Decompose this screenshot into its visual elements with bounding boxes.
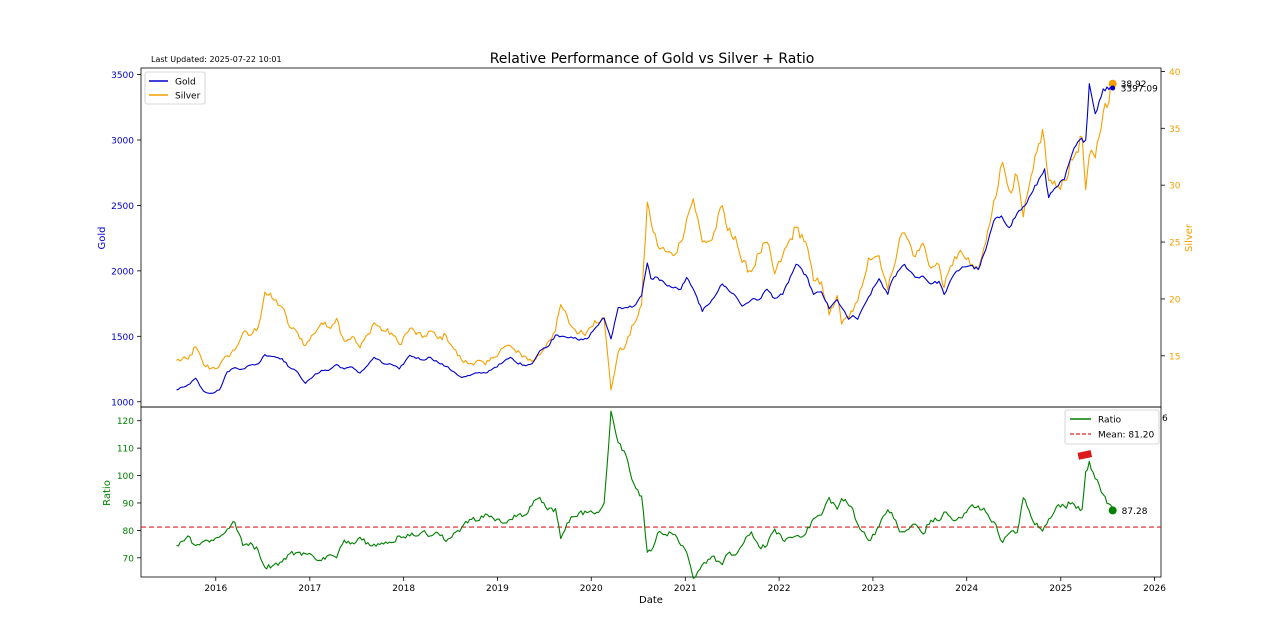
ratio-highlight-segment (1077, 450, 1093, 460)
price-series (176, 83, 1114, 394)
silver-axis-ticks: 15 20 25 30 35 40 (1161, 68, 1181, 362)
silver-tick-label: 20 (1169, 295, 1181, 305)
date-tick-label: 2024 (955, 584, 978, 594)
price-legend-box (144, 71, 206, 105)
ratio-tick-label: 80 (123, 527, 135, 537)
date-axis-label: Date (639, 595, 663, 606)
price-panel: 1000 1500 2000 2500 3000 3500 15 20 25 30 35 40 Go… (97, 67, 1195, 408)
silver-line (176, 83, 1113, 391)
ratio-tick-label: 100 (117, 472, 134, 482)
gold-tick-label: 2000 (111, 267, 134, 277)
silver-axis-label: Silver (1184, 223, 1195, 252)
date-tick-label: 2018 (392, 584, 415, 594)
chart-title: Relative Performance of Gold vs Silver +… (490, 51, 815, 67)
silver-tick-label: 30 (1169, 182, 1181, 192)
silver-tick-label: 35 (1169, 125, 1180, 135)
date-tick-label: 2025 (1049, 584, 1072, 594)
silver-end-label: 38.92 (1121, 80, 1147, 90)
date-tick-label: 2022 (768, 584, 791, 594)
ratio-legend: Ratio Mean: 81.20 (1064, 409, 1160, 445)
gold-tick-label: 3000 (111, 136, 134, 146)
price-legend: Gold Silver (144, 71, 206, 105)
date-tick-label: 2023 (861, 584, 884, 594)
ratio-panel-frame (140, 406, 1162, 578)
legend-ratio-label: Ratio (1098, 416, 1122, 426)
ratio-end-markers: 87.28 (1108, 506, 1148, 517)
silver-tick-label: 15 (1169, 352, 1180, 362)
date-tick-label: 2026 (1143, 584, 1166, 594)
legend-gold-label: Gold (175, 78, 196, 88)
date-tick-label: 2016 (204, 584, 227, 594)
ratio-tick-label: 90 (123, 499, 135, 509)
ratio-series (176, 410, 1114, 579)
gold-line (176, 83, 1114, 394)
ratio-axis-label: Ratio (102, 480, 113, 506)
gold-tick-label: 2500 (111, 202, 134, 212)
gold-tick-label: 3500 (111, 71, 134, 81)
gold-end-label: 3397.09 (1121, 85, 1158, 95)
price-panel-frame (140, 67, 1162, 408)
ratio-line (176, 410, 1114, 579)
silver-end-dot (1108, 79, 1117, 88)
last-updated-label: Last Updated: 2025-07-22 10:01 (151, 55, 282, 64)
ratio-tick-label: 110 (117, 445, 134, 455)
gold-tick-label: 1500 (111, 333, 134, 343)
ratio-end-dot (1108, 506, 1117, 515)
ratio-end-label: 87.28 (1122, 507, 1148, 517)
clipped-annotation: 6 (1162, 414, 1168, 424)
date-tick-label: 2019 (486, 584, 509, 594)
date-axis-ticks: 2016 2017 2018 2019 2020 2021 2022 2023 2024 2025… (204, 577, 1166, 594)
gold-axis-ticks: 1000 1500 2000 2500 3000 3500 (111, 71, 141, 408)
ratio-tick-label: 120 (117, 417, 134, 427)
date-tick-label: 2017 (298, 584, 321, 594)
silver-tick-label: 40 (1169, 68, 1181, 78)
date-tick-label: 2020 (580, 584, 603, 594)
gold-end-dot (1110, 85, 1116, 91)
ratio-panel: 70 80 90 100 110 120 2016 2017 2018 2019 2020 2021… (102, 406, 1168, 606)
gold-axis-label: Gold (97, 227, 108, 250)
legend-mean-label: Mean: 81.20 (1098, 431, 1154, 441)
date-tick-label: 2021 (674, 584, 697, 594)
legend-silver-label: Silver (175, 92, 201, 102)
gold-tick-label: 1000 (111, 398, 134, 408)
silver-tick-label: 25 (1169, 239, 1180, 249)
ratio-axis-ticks: 70 80 90 100 110 120 (117, 417, 141, 564)
ratio-tick-label: 70 (123, 554, 135, 564)
